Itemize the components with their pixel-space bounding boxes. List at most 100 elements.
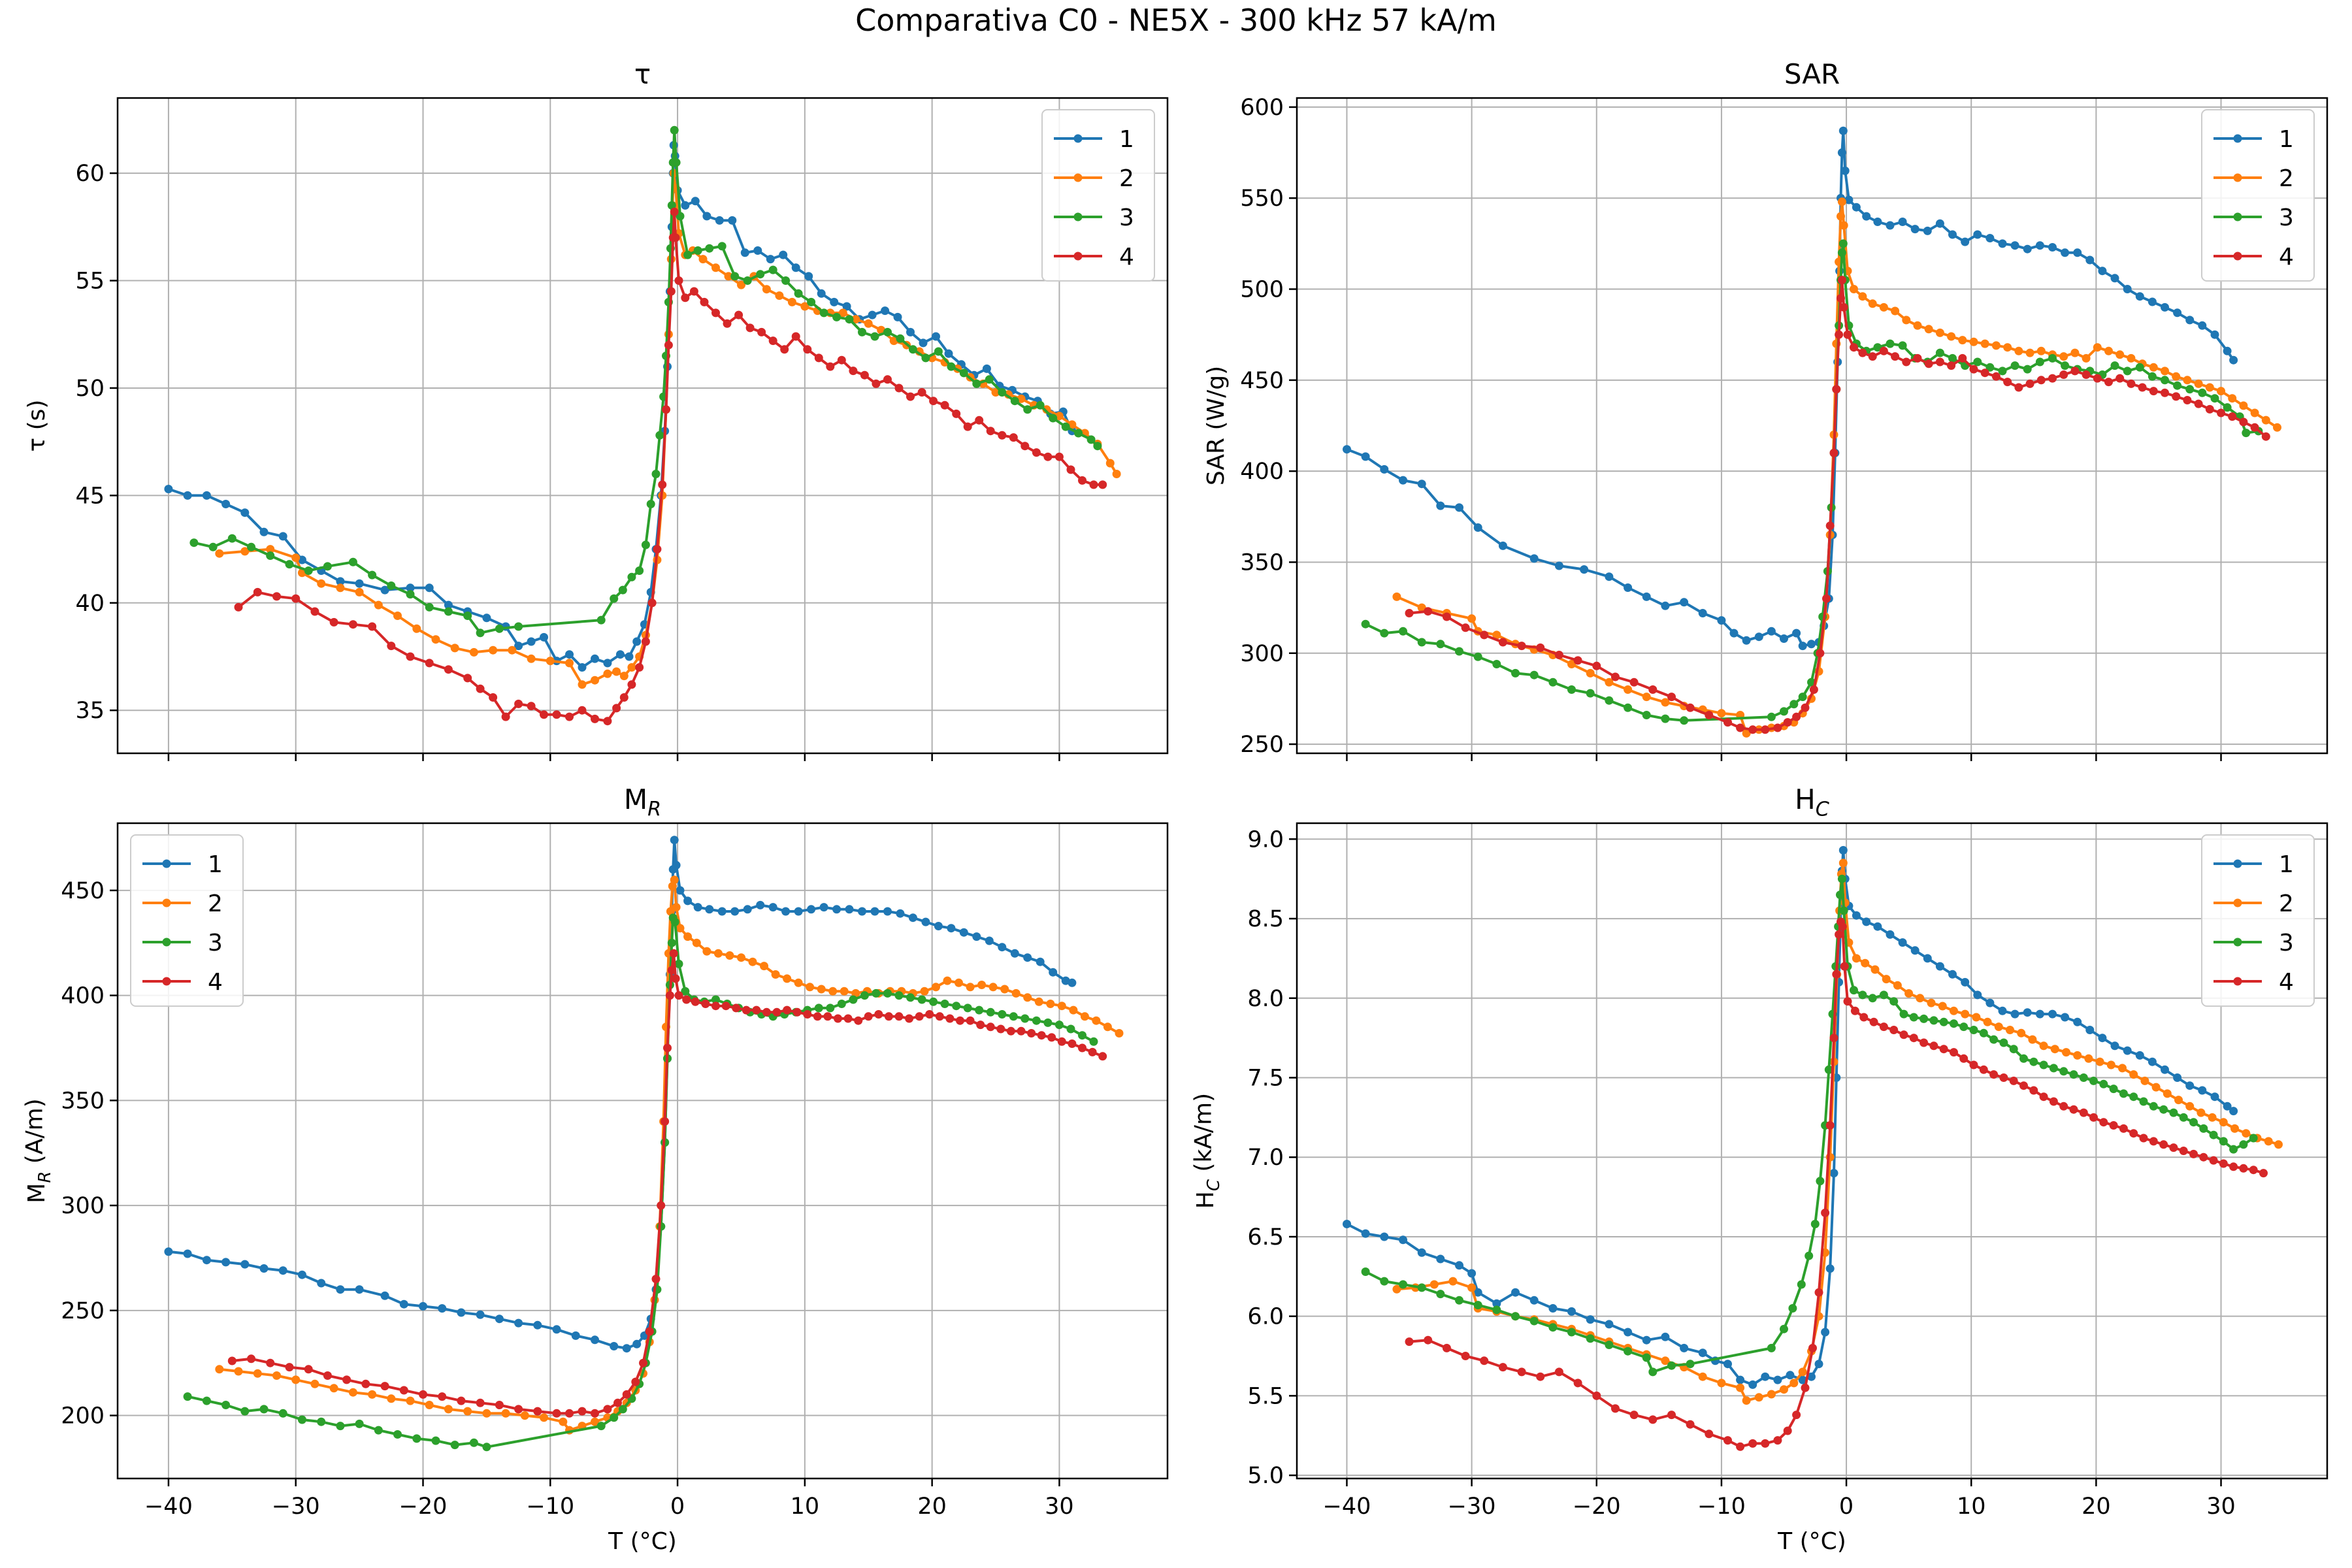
data-point: [940, 1000, 949, 1008]
data-point: [768, 265, 777, 274]
data-point: [329, 617, 338, 627]
data-point: [681, 987, 690, 996]
data-point: [2239, 401, 2248, 410]
data-point: [285, 1363, 294, 1372]
x-tick-label: 30: [2206, 1494, 2236, 1520]
data-point: [2210, 330, 2219, 339]
data-point: [2148, 297, 2157, 306]
data-point: [457, 1396, 466, 1405]
data-point: [943, 976, 952, 985]
data-point: [1950, 1019, 1958, 1028]
data-point: [868, 310, 877, 319]
data-point: [552, 710, 561, 719]
data-point: [2149, 1137, 2158, 1146]
legend-marker: [162, 859, 171, 868]
data-point: [619, 693, 629, 702]
data-point: [1829, 1169, 1838, 1178]
data-point: [266, 551, 275, 560]
data-point: [1898, 341, 1907, 350]
series-line-1: [1346, 129, 2235, 647]
data-point: [934, 922, 943, 930]
data-point: [1380, 465, 1389, 474]
data-point: [627, 663, 636, 672]
data-point: [705, 905, 714, 914]
data-point: [1994, 1022, 2003, 1032]
data-point: [1021, 1014, 1030, 1023]
data-point: [1548, 1304, 1558, 1313]
y-tick-label: 60: [75, 161, 105, 187]
data-point: [982, 364, 991, 373]
data-point: [651, 470, 661, 478]
data-point: [2098, 267, 2107, 276]
data-point: [469, 1438, 478, 1447]
y-tick-label: 450: [1240, 368, 1284, 394]
data-point: [240, 508, 250, 517]
data-point: [610, 594, 619, 603]
data-point: [2198, 1086, 2207, 1095]
data-point: [884, 1012, 893, 1021]
data-point: [1838, 126, 1848, 135]
data-point: [1985, 998, 1995, 1007]
data-point: [1902, 316, 1911, 325]
data-point: [985, 936, 994, 945]
data-point: [1923, 226, 1932, 235]
data-point: [1667, 1361, 1676, 1370]
legend-label: 4: [208, 969, 223, 996]
data-point: [1999, 1038, 2008, 1047]
data-point: [681, 293, 690, 302]
data-point: [1436, 640, 1445, 649]
data-point: [929, 997, 938, 1006]
data-point: [1392, 592, 1401, 601]
data-point: [1985, 363, 1995, 372]
data-point: [1010, 949, 1019, 958]
data-point: [1909, 1034, 1918, 1043]
data-point: [2109, 1121, 2118, 1130]
data-point: [1838, 922, 1847, 931]
legend-label: 2: [208, 890, 223, 917]
data-point: [2049, 1064, 2058, 1073]
data-point: [1808, 1343, 1817, 1352]
data-point: [1006, 1026, 1015, 1036]
data-point: [1899, 1009, 1908, 1019]
data-point: [1909, 1013, 1918, 1022]
y-tick-label: 600: [1240, 95, 1284, 121]
data-point: [310, 1379, 319, 1388]
data-point: [1061, 422, 1070, 431]
data-point: [1913, 353, 1922, 363]
data-point: [1610, 672, 1620, 681]
data-point: [693, 903, 702, 912]
data-point: [476, 1398, 485, 1407]
data-point: [444, 1405, 453, 1414]
data-point: [266, 545, 275, 554]
legend-marker: [162, 898, 171, 907]
data-point: [1816, 649, 1825, 658]
data-point: [2148, 1057, 2157, 1066]
data-point: [1798, 1367, 1807, 1377]
data-point: [705, 244, 714, 253]
data-point: [966, 983, 975, 992]
data-point: [2010, 1009, 2019, 1019]
data-point: [1680, 1343, 1689, 1352]
data-point: [1686, 1420, 1695, 1429]
series-line-4: [1409, 278, 2267, 731]
data-point: [753, 246, 762, 255]
data-point: [2079, 1073, 2088, 1082]
data-point: [1837, 294, 1845, 302]
data-point: [419, 1301, 427, 1311]
y-tick-label: 8.5: [1247, 906, 1284, 932]
data-point: [1698, 1348, 1707, 1358]
data-point: [1924, 325, 1933, 334]
data-point: [804, 272, 813, 281]
x-tick-label: 0: [1839, 1494, 1854, 1520]
data-point: [919, 338, 928, 348]
data-point: [2242, 429, 2251, 438]
data-point: [1873, 922, 1882, 931]
data-point: [2135, 292, 2144, 301]
data-point: [514, 1405, 523, 1414]
data-point: [527, 702, 536, 711]
data-point: [1736, 1383, 1745, 1392]
data-point: [1380, 629, 1389, 638]
series-4: [1405, 917, 2268, 1451]
data-point: [2059, 370, 2068, 379]
